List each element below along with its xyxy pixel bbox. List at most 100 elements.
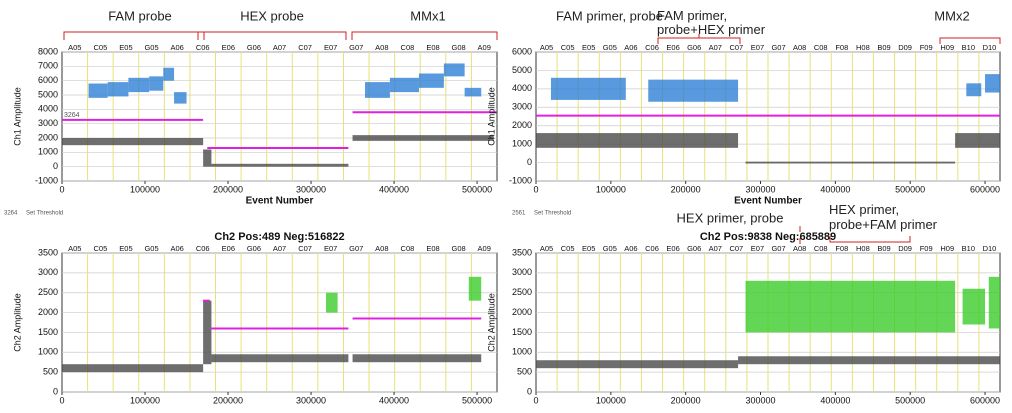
well-label: G05: [144, 244, 158, 253]
x-tick-label: 300000: [296, 395, 326, 405]
y-tick-label: 8000: [38, 46, 58, 56]
chart-title: Ch2 Pos:9838 Neg:685889: [700, 231, 836, 243]
annotation: HEX primer, probe: [677, 210, 784, 225]
droplet-cluster: [352, 135, 494, 141]
x-tick-label: 100000: [130, 184, 160, 194]
well-label: H09: [940, 244, 954, 253]
well-label: A06: [624, 43, 637, 52]
well-label: B10: [962, 244, 975, 253]
y-tick-label: 1000: [38, 147, 58, 157]
x-tick-label: 300000: [745, 395, 775, 405]
well-label: G08: [452, 43, 466, 52]
droplet-cluster: [468, 276, 482, 301]
well-label: B09: [877, 43, 890, 52]
annotation-line: FAM primer,: [657, 8, 727, 23]
well-label: E07: [324, 43, 337, 52]
well-label: H08: [856, 244, 870, 253]
well-label: E07: [751, 244, 764, 253]
well-label: C07: [729, 244, 743, 253]
well-label: C08: [401, 244, 415, 253]
y-tick-label: 1000: [512, 139, 532, 149]
droplet-cluster: [988, 276, 1000, 329]
droplet-cluster: [389, 77, 419, 93]
y-tick-label: 0: [53, 161, 58, 171]
droplet-cluster: [418, 73, 444, 88]
y-tick-label: 2000: [38, 132, 58, 142]
droplet-cluster: [536, 133, 739, 148]
x-tick-label: 0: [533, 184, 538, 194]
annotation-line: HEX primer,: [829, 202, 899, 217]
annotation-line: probe+FAM primer: [829, 217, 938, 232]
y-tick-label: 3500: [38, 247, 58, 257]
y-tick-label: 2000: [512, 120, 532, 130]
y-tick-label: 3000: [512, 102, 532, 112]
well-label: G05: [144, 43, 158, 52]
y-tick-label: 1000: [512, 347, 532, 357]
y-tick-label: 1000: [38, 347, 58, 357]
well-label: G07: [349, 43, 363, 52]
well-label: G05: [603, 43, 617, 52]
droplet-cluster: [149, 76, 164, 91]
set-threshold-button[interactable]: Set Threshold: [534, 211, 571, 217]
y-tick-label: 3500: [512, 247, 532, 257]
droplet-cluster: [62, 138, 204, 146]
well-label: C08: [814, 43, 828, 52]
y-tick-label: 2500: [38, 287, 58, 297]
well-label: A06: [170, 244, 183, 253]
well-label: C05: [561, 244, 575, 253]
droplet-cluster: [128, 77, 150, 93]
droplet-cluster: [745, 161, 956, 164]
droplet-cluster: [163, 67, 175, 81]
droplet-cluster: [966, 83, 982, 97]
x-axis-label: Event Number: [734, 196, 802, 207]
well-label: E05: [119, 43, 132, 52]
threshold-value: 3264: [4, 211, 18, 217]
well-label: E07: [751, 43, 764, 52]
x-tick-label: 300000: [745, 184, 775, 194]
well-label: G06: [247, 244, 261, 253]
x-tick-label: 0: [59, 395, 64, 405]
annotation: MMx2: [934, 8, 969, 23]
annotation: MMx1: [410, 8, 445, 23]
y-tick-label: 0: [53, 386, 58, 396]
droplet-cluster: [352, 354, 482, 363]
well-label: B10: [962, 43, 975, 52]
set-threshold-button[interactable]: Set Threshold: [26, 211, 63, 217]
well-label: A05: [68, 43, 81, 52]
well-label: A08: [375, 43, 388, 52]
x-tick-label: 400000: [379, 395, 409, 405]
threshold-value: 3264: [64, 112, 80, 119]
well-label: C05: [93, 244, 107, 253]
y-tick-label: 2000: [38, 307, 58, 317]
well-label: E05: [582, 244, 595, 253]
droplet-cluster: [88, 83, 108, 98]
droplet-cluster: [107, 82, 129, 97]
well-label: G07: [771, 244, 785, 253]
droplet-cluster: [550, 77, 626, 100]
well-label: A05: [68, 244, 81, 253]
well-label: E05: [119, 244, 132, 253]
well-label: F09: [920, 43, 933, 52]
y-tick-label: 7000: [38, 61, 58, 71]
x-tick-label: 500000: [462, 184, 492, 194]
x-tick-label: 400000: [820, 184, 850, 194]
x-tick-label: 600000: [970, 184, 1000, 194]
droplet-cluster: [62, 364, 204, 373]
x-tick-label: 200000: [213, 395, 243, 405]
well-label: E06: [222, 43, 235, 52]
well-label: C06: [645, 43, 659, 52]
x-tick-label: 100000: [596, 395, 626, 405]
well-label: G06: [687, 244, 701, 253]
well-label: G06: [687, 43, 701, 52]
x-tick-label: 100000: [596, 184, 626, 194]
droplet-cluster: [738, 356, 1000, 365]
y-axis-label: Ch2 Amplitude: [12, 293, 22, 352]
annotation: HEX primer, probe+FAM primer: [829, 202, 938, 232]
well-label: C07: [729, 43, 743, 52]
well-label: G07: [349, 244, 363, 253]
y-tick-label: -1000: [35, 175, 58, 185]
bracket: [63, 31, 498, 40]
y-tick-label: 4000: [512, 83, 532, 93]
well-label: C07: [298, 244, 312, 253]
